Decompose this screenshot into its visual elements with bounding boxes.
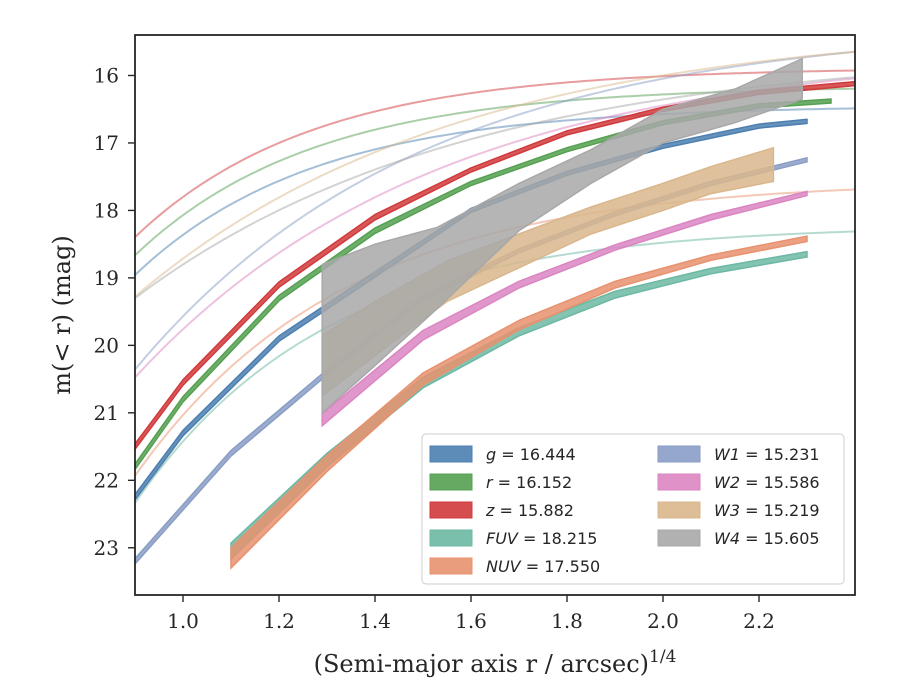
y-tick-label: 16	[94, 63, 119, 87]
legend-box	[421, 433, 845, 585]
plot-frame	[134, 34, 856, 596]
legend-swatch-nuv	[429, 557, 473, 575]
legend-swatch-g	[429, 445, 473, 463]
legend-swatch-w4	[657, 529, 701, 547]
x-tick-label: 2.2	[743, 609, 775, 633]
x-tick-label: 1.8	[551, 609, 583, 633]
x-axis-ticks: 1.0 1.2 1.4 1.6 1.8 2.0 2.2	[167, 595, 775, 633]
x-axis-title: (Semi-major axis r / arcsec)1/4	[314, 647, 677, 678]
profile-band-w2	[321, 190, 808, 428]
legend: g = 16.444 r = 16.152 z = 15.882 FUV = 18.2…	[421, 433, 845, 585]
legend-label-w4: W4 = 15.605	[714, 529, 820, 548]
legend-label-w1: W1 = 15.231	[714, 445, 820, 464]
legend-swatch-r	[429, 473, 473, 491]
model-curve-w1	[135, 50, 855, 371]
legend-swatch-z	[429, 501, 473, 519]
y-tick-label: 21	[94, 401, 119, 425]
y-tick-label: 22	[94, 468, 119, 492]
profile-band-nuv	[230, 235, 808, 570]
model-curve-w3	[135, 50, 855, 298]
legend-swatch-w2	[657, 473, 701, 491]
legend-swatch-fuv	[429, 529, 473, 547]
y-axis-title: m(< r) (mag)	[48, 235, 76, 394]
legend-label-z: z = 15.882	[485, 501, 574, 520]
legend-label-fuv: FUV = 18.215	[486, 529, 597, 548]
x-tick-label: 1.6	[455, 609, 487, 633]
y-axis-ticks: 16 17 18 19 20 21 22 23	[94, 63, 135, 560]
data-profiles	[135, 57, 855, 570]
y-tick-label: 17	[94, 131, 119, 155]
profile-band-r	[135, 98, 832, 471]
y-tick-label: 19	[94, 266, 119, 290]
legend-swatch-w1	[657, 445, 701, 463]
x-tick-label: 2.0	[647, 609, 679, 633]
profile-band-w4	[321, 57, 803, 415]
x-tick-label: 1.2	[263, 609, 295, 633]
profile-band-z	[135, 80, 855, 451]
legend-label-r: r = 16.152	[486, 473, 572, 492]
legend-label-g: g = 16.444	[486, 445, 576, 464]
y-tick-label: 20	[94, 333, 119, 357]
y-tick-label: 23	[94, 536, 119, 560]
y-tick-label: 18	[94, 198, 119, 222]
model-curve-z	[135, 69, 855, 238]
legend-label-w3: W3 = 15.219	[714, 501, 820, 520]
legend-swatch-w3	[657, 501, 701, 519]
legend-label-w2: W2 = 15.586	[714, 473, 820, 492]
legend-label-nuv: NUV = 17.550	[486, 557, 600, 576]
x-tick-label: 1.0	[167, 609, 199, 633]
x-tick-label: 1.4	[359, 609, 391, 633]
